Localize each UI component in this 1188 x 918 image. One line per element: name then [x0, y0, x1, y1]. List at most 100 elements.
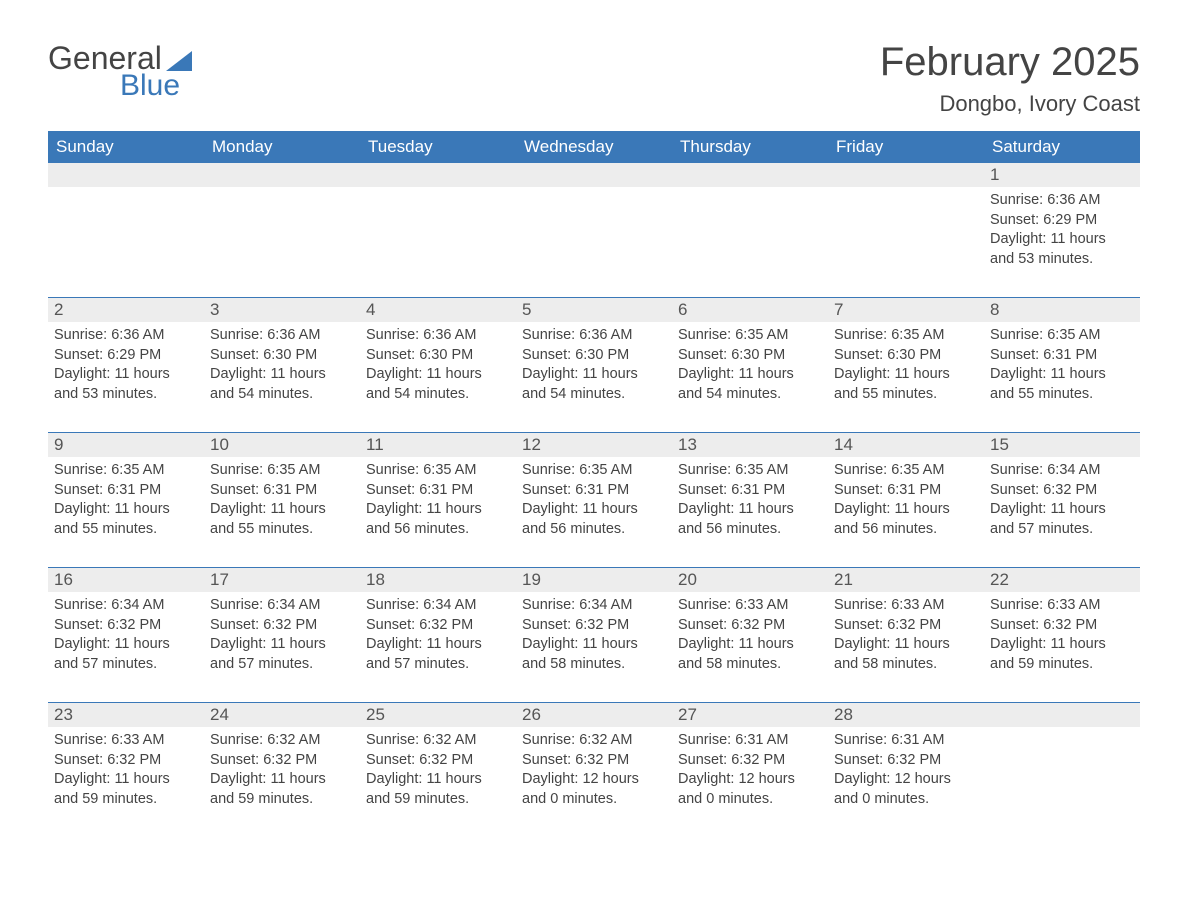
day-number: 28: [828, 703, 984, 727]
day-cell: Sunrise: 6:33 AMSunset: 6:32 PMDaylight:…: [672, 592, 828, 684]
day-cell: Sunrise: 6:36 AMSunset: 6:30 PMDaylight:…: [360, 322, 516, 414]
day-number: 22: [984, 568, 1140, 592]
sunset-text: Sunset: 6:31 PM: [678, 481, 822, 501]
day-number: 12: [516, 433, 672, 457]
daylight-text: and 56 minutes.: [522, 520, 666, 540]
day-cell: Sunrise: 6:32 AMSunset: 6:32 PMDaylight:…: [360, 727, 516, 819]
weekday-label: Thursday: [672, 131, 828, 163]
day-cell: Sunrise: 6:33 AMSunset: 6:32 PMDaylight:…: [984, 592, 1140, 684]
day-cell: [516, 187, 672, 279]
day-number-row: 2345678: [48, 298, 1140, 322]
daylight-text: and 54 minutes.: [210, 385, 354, 405]
sunrise-text: Sunrise: 6:36 AM: [54, 326, 198, 346]
sunset-text: Sunset: 6:32 PM: [54, 751, 198, 771]
sunrise-text: Sunrise: 6:36 AM: [522, 326, 666, 346]
day-number: 8: [984, 298, 1140, 322]
day-number: 16: [48, 568, 204, 592]
sunset-text: Sunset: 6:32 PM: [210, 616, 354, 636]
daylight-text: and 54 minutes.: [522, 385, 666, 405]
day-cell: Sunrise: 6:34 AMSunset: 6:32 PMDaylight:…: [204, 592, 360, 684]
day-number: 11: [360, 433, 516, 457]
month-title: February 2025: [880, 40, 1140, 85]
day-number: 21: [828, 568, 984, 592]
daylight-text: Daylight: 11 hours: [210, 365, 354, 385]
sunrise-text: Sunrise: 6:36 AM: [210, 326, 354, 346]
page-header: General Blue February 2025 Dongbo, Ivory…: [48, 40, 1140, 117]
daylight-text: Daylight: 11 hours: [366, 770, 510, 790]
sunrise-text: Sunrise: 6:36 AM: [366, 326, 510, 346]
day-cell: Sunrise: 6:35 AMSunset: 6:30 PMDaylight:…: [828, 322, 984, 414]
day-number: 6: [672, 298, 828, 322]
day-cell: Sunrise: 6:35 AMSunset: 6:31 PMDaylight:…: [828, 457, 984, 549]
sunset-text: Sunset: 6:31 PM: [522, 481, 666, 501]
daylight-text: Daylight: 11 hours: [210, 500, 354, 520]
sunrise-text: Sunrise: 6:33 AM: [990, 596, 1134, 616]
daylight-text: and 55 minutes.: [990, 385, 1134, 405]
day-number-row: 1: [48, 163, 1140, 187]
sunset-text: Sunset: 6:31 PM: [210, 481, 354, 501]
day-number: [204, 163, 360, 187]
daylight-text: Daylight: 11 hours: [522, 365, 666, 385]
calendar-week: 232425262728Sunrise: 6:33 AMSunset: 6:32…: [48, 702, 1140, 819]
sunset-text: Sunset: 6:30 PM: [678, 346, 822, 366]
day-number: 25: [360, 703, 516, 727]
sunrise-text: Sunrise: 6:35 AM: [678, 326, 822, 346]
sunset-text: Sunset: 6:31 PM: [834, 481, 978, 501]
day-number: [360, 163, 516, 187]
calendar-week: 2345678Sunrise: 6:36 AMSunset: 6:29 PMDa…: [48, 297, 1140, 414]
day-cell: Sunrise: 6:33 AMSunset: 6:32 PMDaylight:…: [48, 727, 204, 819]
day-cell: Sunrise: 6:36 AMSunset: 6:29 PMDaylight:…: [48, 322, 204, 414]
sunrise-text: Sunrise: 6:35 AM: [366, 461, 510, 481]
brand-logo: General Blue: [48, 40, 192, 103]
day-cell: Sunrise: 6:35 AMSunset: 6:31 PMDaylight:…: [672, 457, 828, 549]
day-cell: [48, 187, 204, 279]
day-cell: [204, 187, 360, 279]
day-cell: Sunrise: 6:32 AMSunset: 6:32 PMDaylight:…: [204, 727, 360, 819]
sunset-text: Sunset: 6:32 PM: [522, 751, 666, 771]
daylight-text: and 59 minutes.: [54, 790, 198, 810]
day-number: 23: [48, 703, 204, 727]
weekday-label: Tuesday: [360, 131, 516, 163]
day-number: 14: [828, 433, 984, 457]
calendar: Sunday Monday Tuesday Wednesday Thursday…: [48, 131, 1140, 819]
daylight-text: and 59 minutes.: [366, 790, 510, 810]
daylight-text: and 53 minutes.: [990, 250, 1134, 270]
day-cell: Sunrise: 6:34 AMSunset: 6:32 PMDaylight:…: [48, 592, 204, 684]
daylight-text: and 56 minutes.: [834, 520, 978, 540]
sunrise-text: Sunrise: 6:31 AM: [834, 731, 978, 751]
day-cell: Sunrise: 6:35 AMSunset: 6:31 PMDaylight:…: [48, 457, 204, 549]
sunset-text: Sunset: 6:32 PM: [366, 616, 510, 636]
daylight-text: Daylight: 11 hours: [990, 365, 1134, 385]
daylight-text: Daylight: 11 hours: [522, 500, 666, 520]
sunset-text: Sunset: 6:31 PM: [990, 346, 1134, 366]
daylight-text: Daylight: 11 hours: [834, 635, 978, 655]
daylight-text: and 57 minutes.: [54, 655, 198, 675]
day-cell: Sunrise: 6:36 AMSunset: 6:30 PMDaylight:…: [204, 322, 360, 414]
daylight-text: and 0 minutes.: [522, 790, 666, 810]
daylight-text: and 0 minutes.: [834, 790, 978, 810]
day-cell: Sunrise: 6:36 AMSunset: 6:30 PMDaylight:…: [516, 322, 672, 414]
daylight-text: Daylight: 11 hours: [54, 500, 198, 520]
daylight-text: Daylight: 11 hours: [54, 770, 198, 790]
sunrise-text: Sunrise: 6:33 AM: [834, 596, 978, 616]
daylight-text: and 58 minutes.: [678, 655, 822, 675]
daylight-text: Daylight: 11 hours: [678, 365, 822, 385]
day-number: 1: [984, 163, 1140, 187]
weekday-label: Friday: [828, 131, 984, 163]
day-number: 2: [48, 298, 204, 322]
day-number: 15: [984, 433, 1140, 457]
daylight-text: Daylight: 11 hours: [834, 500, 978, 520]
day-number: [828, 163, 984, 187]
sunset-text: Sunset: 6:32 PM: [54, 616, 198, 636]
day-cell: Sunrise: 6:31 AMSunset: 6:32 PMDaylight:…: [672, 727, 828, 819]
sunset-text: Sunset: 6:30 PM: [366, 346, 510, 366]
weekday-label: Sunday: [48, 131, 204, 163]
sunrise-text: Sunrise: 6:33 AM: [678, 596, 822, 616]
sunrise-text: Sunrise: 6:34 AM: [366, 596, 510, 616]
daylight-text: and 59 minutes.: [210, 790, 354, 810]
sunset-text: Sunset: 6:31 PM: [366, 481, 510, 501]
sunset-text: Sunset: 6:30 PM: [522, 346, 666, 366]
daylight-text: Daylight: 12 hours: [678, 770, 822, 790]
day-cell: [984, 727, 1140, 819]
daylight-text: Daylight: 11 hours: [210, 770, 354, 790]
